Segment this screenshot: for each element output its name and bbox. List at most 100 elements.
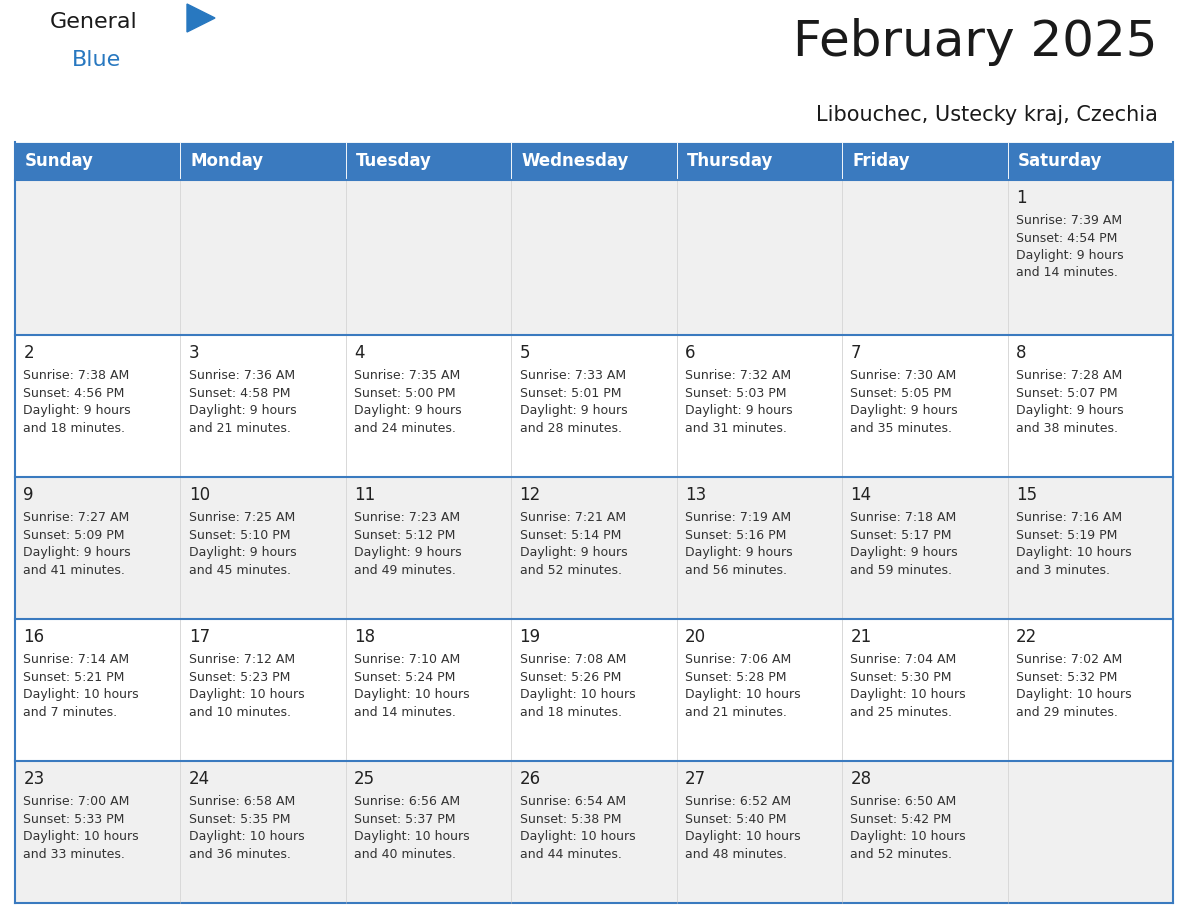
Text: and 36 minutes.: and 36 minutes. bbox=[189, 847, 291, 860]
Text: 5: 5 bbox=[519, 344, 530, 363]
Text: Daylight: 10 hours: Daylight: 10 hours bbox=[685, 830, 801, 843]
Bar bbox=[181, 477, 346, 620]
Text: Daylight: 9 hours: Daylight: 9 hours bbox=[851, 405, 958, 418]
Text: Daylight: 9 hours: Daylight: 9 hours bbox=[354, 546, 462, 559]
Bar bbox=[1007, 142, 1173, 180]
Bar bbox=[511, 477, 677, 620]
Text: 18: 18 bbox=[354, 628, 375, 646]
Text: Sunrise: 7:27 AM: Sunrise: 7:27 AM bbox=[24, 511, 129, 524]
Text: Sunset: 5:09 PM: Sunset: 5:09 PM bbox=[24, 529, 125, 542]
Text: Daylight: 9 hours: Daylight: 9 hours bbox=[851, 546, 958, 559]
Text: 14: 14 bbox=[851, 487, 872, 504]
Bar bbox=[511, 620, 677, 761]
Text: Daylight: 10 hours: Daylight: 10 hours bbox=[24, 688, 139, 701]
Text: 17: 17 bbox=[189, 628, 210, 646]
Text: Sunset: 4:54 PM: Sunset: 4:54 PM bbox=[1016, 231, 1117, 244]
Text: Sunset: 5:35 PM: Sunset: 5:35 PM bbox=[189, 812, 290, 825]
Text: Daylight: 9 hours: Daylight: 9 hours bbox=[189, 546, 296, 559]
Bar bbox=[842, 180, 1007, 335]
Bar bbox=[677, 477, 842, 620]
Text: Sunset: 5:28 PM: Sunset: 5:28 PM bbox=[685, 671, 786, 684]
Text: and 45 minutes.: and 45 minutes. bbox=[189, 564, 291, 577]
Bar bbox=[677, 620, 842, 761]
Text: Saturday: Saturday bbox=[1017, 152, 1102, 170]
Bar bbox=[346, 620, 511, 761]
Text: and 7 minutes.: and 7 minutes. bbox=[24, 706, 118, 719]
Bar bbox=[15, 335, 181, 477]
Text: Sunrise: 7:33 AM: Sunrise: 7:33 AM bbox=[519, 369, 626, 383]
Text: Sunset: 5:05 PM: Sunset: 5:05 PM bbox=[851, 387, 952, 400]
Text: 19: 19 bbox=[519, 628, 541, 646]
Bar bbox=[511, 180, 677, 335]
Text: 6: 6 bbox=[685, 344, 695, 363]
Text: Blue: Blue bbox=[72, 50, 121, 70]
Text: Sunset: 5:16 PM: Sunset: 5:16 PM bbox=[685, 529, 786, 542]
Text: and 24 minutes.: and 24 minutes. bbox=[354, 422, 456, 435]
Text: 11: 11 bbox=[354, 487, 375, 504]
Bar bbox=[1007, 477, 1173, 620]
Text: Sunrise: 7:18 AM: Sunrise: 7:18 AM bbox=[851, 511, 956, 524]
Text: Daylight: 9 hours: Daylight: 9 hours bbox=[354, 405, 462, 418]
Text: Sunrise: 7:28 AM: Sunrise: 7:28 AM bbox=[1016, 369, 1123, 383]
Text: Sunset: 4:56 PM: Sunset: 4:56 PM bbox=[24, 387, 125, 400]
Text: Sunset: 5:24 PM: Sunset: 5:24 PM bbox=[354, 671, 455, 684]
Text: Sunset: 5:40 PM: Sunset: 5:40 PM bbox=[685, 812, 786, 825]
Text: Daylight: 10 hours: Daylight: 10 hours bbox=[189, 830, 304, 843]
Text: Libouchec, Ustecky kraj, Czechia: Libouchec, Ustecky kraj, Czechia bbox=[816, 105, 1158, 125]
Text: and 18 minutes.: and 18 minutes. bbox=[24, 422, 125, 435]
Bar bbox=[1007, 761, 1173, 903]
Bar bbox=[346, 477, 511, 620]
Text: Sunrise: 6:54 AM: Sunrise: 6:54 AM bbox=[519, 795, 626, 808]
Bar bbox=[346, 761, 511, 903]
Text: Daylight: 10 hours: Daylight: 10 hours bbox=[24, 830, 139, 843]
Text: 20: 20 bbox=[685, 628, 706, 646]
Text: 24: 24 bbox=[189, 770, 210, 789]
Text: Sunrise: 7:00 AM: Sunrise: 7:00 AM bbox=[24, 795, 129, 808]
Text: Daylight: 10 hours: Daylight: 10 hours bbox=[189, 688, 304, 701]
Text: Sunrise: 7:12 AM: Sunrise: 7:12 AM bbox=[189, 654, 295, 666]
Text: and 3 minutes.: and 3 minutes. bbox=[1016, 564, 1110, 577]
Bar bbox=[15, 180, 181, 335]
Text: 13: 13 bbox=[685, 487, 706, 504]
Bar bbox=[842, 761, 1007, 903]
Text: 1: 1 bbox=[1016, 189, 1026, 207]
Text: Sunset: 5:07 PM: Sunset: 5:07 PM bbox=[1016, 387, 1118, 400]
Text: and 21 minutes.: and 21 minutes. bbox=[189, 422, 291, 435]
Text: 21: 21 bbox=[851, 628, 872, 646]
Bar bbox=[181, 142, 346, 180]
Bar bbox=[842, 477, 1007, 620]
Text: Sunrise: 6:50 AM: Sunrise: 6:50 AM bbox=[851, 795, 956, 808]
Text: Sunset: 5:32 PM: Sunset: 5:32 PM bbox=[1016, 671, 1117, 684]
Text: and 14 minutes.: and 14 minutes. bbox=[354, 706, 456, 719]
Text: 9: 9 bbox=[24, 487, 33, 504]
Text: Sunrise: 7:04 AM: Sunrise: 7:04 AM bbox=[851, 654, 956, 666]
Text: Daylight: 9 hours: Daylight: 9 hours bbox=[685, 405, 792, 418]
Bar bbox=[15, 142, 181, 180]
Text: General: General bbox=[50, 12, 138, 32]
Text: Daylight: 9 hours: Daylight: 9 hours bbox=[24, 405, 131, 418]
Text: Sunset: 4:58 PM: Sunset: 4:58 PM bbox=[189, 387, 290, 400]
Text: 2: 2 bbox=[24, 344, 34, 363]
Bar bbox=[511, 142, 677, 180]
Bar bbox=[181, 180, 346, 335]
Text: and 59 minutes.: and 59 minutes. bbox=[851, 564, 953, 577]
Text: and 33 minutes.: and 33 minutes. bbox=[24, 847, 125, 860]
Bar bbox=[677, 142, 842, 180]
Text: Sunrise: 7:08 AM: Sunrise: 7:08 AM bbox=[519, 654, 626, 666]
Bar bbox=[1007, 180, 1173, 335]
Text: 28: 28 bbox=[851, 770, 872, 789]
Text: and 52 minutes.: and 52 minutes. bbox=[519, 564, 621, 577]
Text: Daylight: 9 hours: Daylight: 9 hours bbox=[519, 405, 627, 418]
Text: Sunrise: 7:35 AM: Sunrise: 7:35 AM bbox=[354, 369, 461, 383]
Bar bbox=[677, 335, 842, 477]
Text: Daylight: 9 hours: Daylight: 9 hours bbox=[189, 405, 296, 418]
Text: 27: 27 bbox=[685, 770, 706, 789]
Bar bbox=[181, 620, 346, 761]
Text: Sunset: 5:26 PM: Sunset: 5:26 PM bbox=[519, 671, 621, 684]
Text: Sunrise: 7:02 AM: Sunrise: 7:02 AM bbox=[1016, 654, 1123, 666]
Text: and 29 minutes.: and 29 minutes. bbox=[1016, 706, 1118, 719]
Text: and 49 minutes.: and 49 minutes. bbox=[354, 564, 456, 577]
Text: 7: 7 bbox=[851, 344, 861, 363]
Text: 16: 16 bbox=[24, 628, 44, 646]
Text: Thursday: Thursday bbox=[687, 152, 773, 170]
